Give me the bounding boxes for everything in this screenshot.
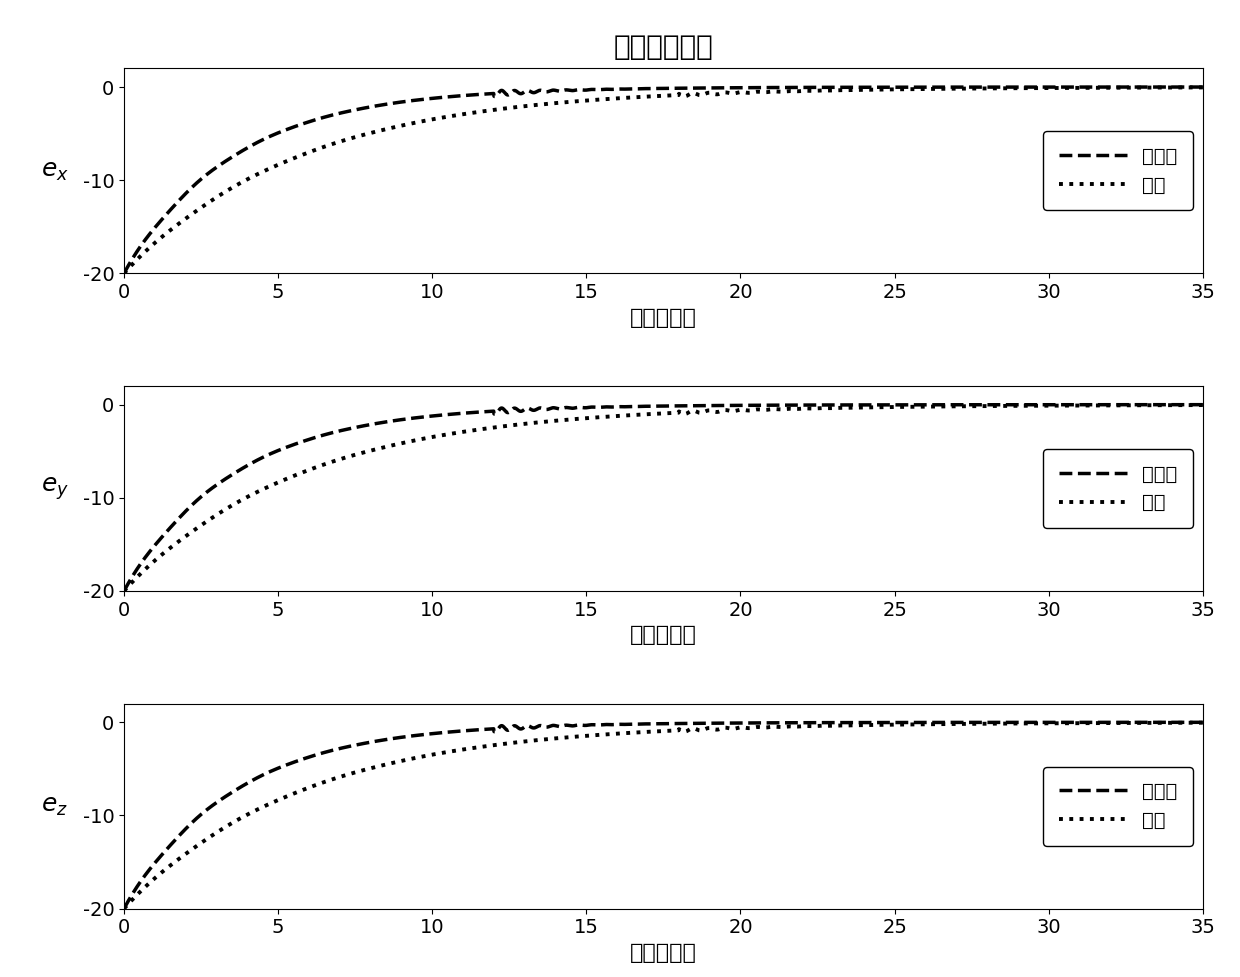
Y-axis label: $e_{z}$: $e_{z}$	[41, 794, 68, 818]
X-axis label: 时间（秒）: 时间（秒）	[630, 943, 697, 963]
Y-axis label: $e_{x}$: $e_{x}$	[41, 159, 68, 183]
Y-axis label: $e_{y}$: $e_{y}$	[41, 475, 68, 502]
Legend: 增强型, 传统: 增强型, 传统	[1043, 767, 1193, 845]
Legend: 增强型, 传统: 增强型, 传统	[1043, 449, 1193, 528]
X-axis label: 时间（秒）: 时间（秒）	[630, 308, 697, 327]
X-axis label: 时间（秒）: 时间（秒）	[630, 625, 697, 645]
Title: 位置跟踪误差: 位置跟踪误差	[614, 32, 713, 61]
Legend: 增强型, 传统: 增强型, 传统	[1043, 132, 1193, 210]
